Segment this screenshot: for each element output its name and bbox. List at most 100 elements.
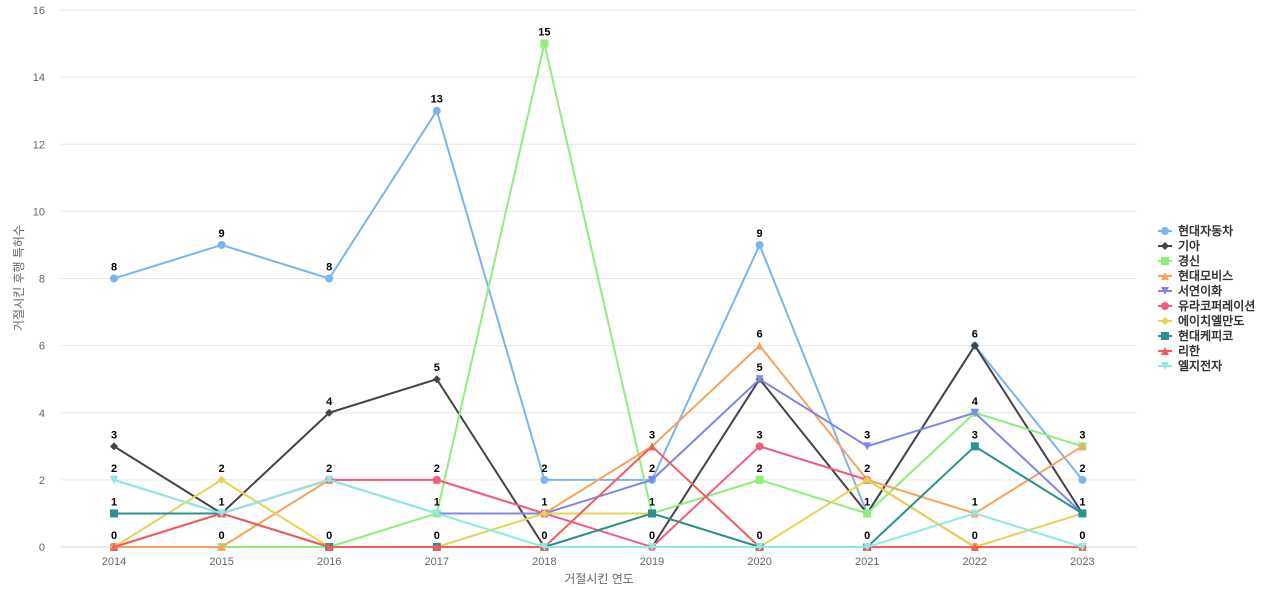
legend-label: 유라코퍼레이션 — [1178, 298, 1255, 313]
data-label: 0 — [326, 530, 332, 542]
x-axis-title: 거절시킨 연도 — [564, 572, 634, 586]
y-tick-label: 2 — [39, 475, 45, 487]
legend-item[interactable]: 엘지전자 — [1158, 358, 1222, 373]
data-label: 0 — [434, 530, 440, 542]
x-tick-label: 2014 — [102, 556, 126, 568]
data-point — [863, 475, 872, 484]
legend-label: 에이치엘만도 — [1178, 313, 1244, 328]
data-label: 1 — [111, 496, 117, 508]
data-point — [325, 543, 334, 551]
data-point — [863, 509, 872, 518]
data-label: 2 — [649, 463, 655, 475]
legend-symbol — [1161, 242, 1169, 250]
data-label: 0 — [1079, 530, 1085, 542]
data-label: 9 — [219, 228, 225, 240]
y-tick-label: 16 — [33, 5, 45, 17]
data-label: 3 — [972, 429, 978, 441]
data-label: 3 — [649, 429, 655, 441]
data-point — [110, 274, 118, 283]
data-point — [1078, 543, 1087, 551]
legend-symbol — [1161, 227, 1169, 235]
legend-item[interactable]: 기아 — [1158, 238, 1200, 253]
legend-label: 리한 — [1178, 343, 1200, 358]
data-label: 3 — [757, 429, 763, 441]
data-point — [1078, 509, 1087, 518]
data-point — [217, 543, 226, 551]
y-tick-label: 14 — [33, 72, 45, 84]
series-6 — [110, 475, 1087, 551]
data-point — [432, 543, 441, 551]
series-0 — [110, 106, 1087, 518]
data-point — [648, 442, 656, 451]
data-label: 1 — [219, 496, 225, 508]
x-tick-label: 2021 — [855, 556, 879, 568]
data-label: 2 — [757, 463, 763, 475]
y-axis-ticks: 0 2 4 6 8 10 12 14 16 — [33, 5, 45, 554]
data-point — [755, 240, 764, 249]
data-point — [755, 375, 764, 384]
data-label: 0 — [972, 530, 978, 542]
legend-item[interactable]: 경신 — [1158, 253, 1200, 268]
data-label: 1 — [1079, 496, 1085, 508]
x-tick-label: 2017 — [425, 556, 449, 568]
data-point — [217, 240, 226, 249]
x-tick-label: 2015 — [209, 556, 233, 568]
data-label: 8 — [111, 262, 117, 274]
legend-symbol — [1161, 302, 1169, 310]
data-point — [325, 475, 334, 484]
data-point — [325, 408, 334, 417]
legend: 현대자동차기아경신현대모비스서연이화유라코퍼레이션에이치엘만도현대케피코리한엘지… — [1158, 223, 1255, 373]
legend-item[interactable]: 유라코퍼레이션 — [1158, 298, 1255, 313]
data-label: 0 — [111, 530, 117, 542]
x-tick-label: 2018 — [532, 556, 556, 568]
data-label: 3 — [111, 429, 117, 441]
legend-label: 서연이화 — [1178, 283, 1222, 298]
data-point — [432, 106, 441, 115]
y-tick-label: 12 — [33, 139, 45, 151]
data-point — [110, 509, 118, 518]
series-line — [113, 344, 1084, 548]
x-axis-ticks: 2014 2015 2016 2017 2018 2019 2020 2021 2022 2023 — [102, 556, 1095, 568]
legend-item[interactable]: 현대모비스 — [1158, 268, 1233, 283]
series-line — [113, 478, 1083, 548]
data-point — [970, 442, 979, 451]
legend-item[interactable]: 서연이화 — [1158, 283, 1222, 298]
data-label: 2 — [434, 463, 440, 475]
data-label: 1 — [864, 496, 870, 508]
data-label: 3 — [864, 429, 870, 441]
y-tick-label: 10 — [33, 206, 45, 218]
data-point — [432, 475, 441, 484]
data-label: 9 — [757, 228, 763, 240]
series-line — [113, 109, 1084, 515]
legend-label: 기아 — [1178, 238, 1200, 253]
data-label: 1 — [434, 496, 440, 508]
data-point — [110, 543, 118, 551]
data-point — [540, 39, 549, 48]
data-point — [540, 509, 549, 518]
legend-item[interactable]: 현대케피코 — [1158, 328, 1233, 343]
data-point — [1078, 475, 1087, 484]
data-point — [755, 543, 764, 551]
data-point — [755, 442, 764, 451]
data-point — [432, 509, 441, 518]
data-point — [540, 543, 549, 551]
data-point — [863, 442, 872, 451]
series-2 — [110, 39, 1087, 551]
legend-item[interactable]: 에이치엘만도 — [1158, 313, 1244, 328]
data-label: 3 — [1079, 429, 1085, 441]
legend-item[interactable]: 리한 — [1158, 343, 1200, 358]
data-label: 0 — [649, 530, 655, 542]
data-point — [110, 442, 118, 451]
data-label: 6 — [757, 329, 763, 341]
data-label: 0 — [219, 530, 225, 542]
series-line — [114, 42, 1083, 548]
data-point — [755, 475, 764, 484]
legend-label: 현대케피코 — [1178, 328, 1233, 343]
x-tick-label: 2022 — [963, 556, 987, 568]
legend-item[interactable]: 현대자동차 — [1158, 223, 1233, 238]
data-labels: 8321092108420135210152103210965320321064… — [111, 27, 1086, 542]
y-axis-title: 거절시킨 후행 특허수 — [11, 225, 26, 331]
legend-label: 엘지전자 — [1178, 358, 1222, 373]
data-point — [217, 509, 226, 518]
